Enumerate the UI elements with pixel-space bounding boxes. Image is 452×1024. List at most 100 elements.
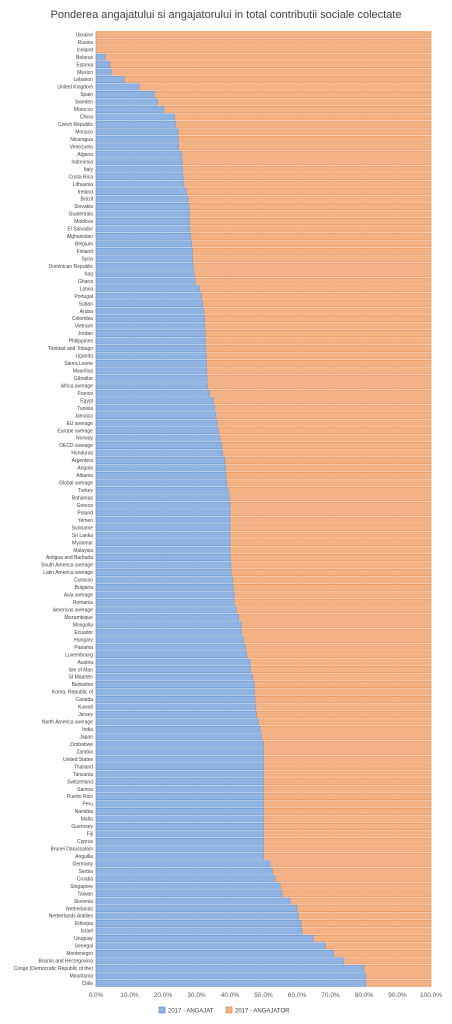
bar-employer	[365, 972, 432, 980]
category-label: North America average	[42, 720, 93, 726]
category-label: Bosnia and Herzegovina	[39, 959, 94, 965]
bar-employer	[258, 718, 432, 726]
category-label: Algeria	[77, 152, 93, 158]
bar-employee	[95, 165, 183, 173]
bar-employer	[157, 98, 432, 106]
bar-employee	[95, 457, 226, 464]
bar-employee	[95, 972, 366, 980]
bar-employee	[95, 837, 264, 845]
category-label: Suriname	[72, 525, 94, 531]
category-label: Slovenia	[74, 899, 93, 905]
bar-employee	[95, 479, 227, 487]
bar-employer	[222, 449, 432, 457]
bar-employer	[263, 785, 432, 793]
bar-employee	[95, 681, 255, 688]
bar-employer	[263, 830, 432, 838]
category-label: Iraq	[84, 271, 93, 277]
bar-employee	[95, 897, 291, 905]
bar-employer	[263, 755, 432, 763]
bar-employee	[95, 785, 264, 793]
bar-employer	[214, 404, 432, 412]
bar-employer	[252, 673, 432, 681]
category-label: Nicaragua	[70, 137, 93, 143]
category-label: Mauritania	[70, 973, 94, 979]
bar-employee	[95, 76, 125, 83]
bar-employer	[182, 165, 432, 173]
x-tick-label: 60.0%	[288, 992, 307, 999]
bar-employee	[95, 927, 303, 935]
bar-employer	[263, 763, 432, 771]
bar-employer	[202, 300, 432, 308]
bars	[95, 31, 432, 987]
bar-employer	[246, 651, 432, 659]
bar-employer	[205, 330, 432, 337]
legend-label-employee: 2017 - ANGAJAT	[168, 1009, 214, 1015]
category-label: Angola	[77, 466, 93, 472]
bar-employee	[95, 106, 164, 113]
bar-employer	[188, 203, 432, 210]
bar-employee	[95, 262, 194, 270]
category-label: EU average	[67, 421, 94, 427]
bar-employer	[229, 509, 432, 517]
bar-employee	[95, 277, 196, 285]
bar-employer	[191, 240, 432, 248]
bar-employer	[201, 292, 432, 300]
category-label: Panama	[74, 645, 93, 651]
bar-employee	[95, 210, 190, 218]
bar-employer	[365, 979, 432, 987]
bar-employee	[95, 576, 233, 584]
category-label: Israel	[81, 929, 93, 935]
bar-employer	[199, 285, 432, 293]
bar-employer	[263, 800, 432, 808]
bar-employee	[95, 823, 264, 830]
category-label: Finland	[77, 249, 94, 255]
bar-employee	[95, 486, 229, 494]
category-label: Albania	[76, 473, 93, 479]
bar-employer	[186, 188, 432, 195]
category-label: Mauritius	[73, 369, 94, 375]
bar-employer	[217, 419, 432, 427]
category-label: Korea, Republic of	[52, 690, 94, 696]
category-label: Aruba	[80, 309, 94, 315]
bar-employer	[232, 576, 432, 584]
bar-employer	[178, 143, 432, 151]
bar-employee	[95, 628, 242, 636]
bar-employer	[254, 688, 432, 696]
category-label: Global average	[59, 481, 93, 487]
bar-employer	[109, 61, 432, 69]
bar-employer	[233, 591, 432, 599]
bar-employee	[95, 710, 257, 718]
bar-employee	[95, 195, 189, 203]
bar-employee	[95, 419, 218, 427]
bar-employer	[225, 471, 432, 479]
bar-employee	[95, 905, 298, 912]
bar-employer	[234, 598, 432, 606]
bar-employee	[95, 935, 314, 942]
category-label: Egypt	[80, 398, 93, 404]
category-label: Gibraltar	[74, 376, 94, 382]
category-label: Uganda	[75, 354, 93, 360]
bar-employee	[95, 658, 251, 666]
bar-employer	[236, 606, 432, 614]
category-label: Puerto Rico	[67, 794, 93, 800]
category-label: India	[82, 727, 93, 733]
bar-employer	[219, 434, 432, 442]
bar-employer	[187, 195, 432, 203]
category-label: Portugal	[74, 294, 93, 300]
category-label: Dominican Republic	[49, 264, 94, 270]
bar-employer	[181, 150, 432, 158]
bar-employee	[95, 613, 239, 621]
category-label: Romania	[73, 600, 93, 606]
x-tick-label: 20.0%	[154, 992, 173, 999]
bar-employer	[261, 733, 432, 741]
bar-employer	[300, 920, 432, 927]
category-label: Europe average	[57, 428, 93, 434]
chart-title: Ponderea angajatului si angajatorului in…	[50, 9, 401, 21]
bar-employee	[95, 315, 205, 322]
category-label: United Kingdom	[57, 85, 93, 91]
bar-employer	[163, 106, 432, 113]
category-label: South America average	[41, 563, 93, 569]
bar-employee	[95, 845, 264, 853]
bar-employee	[95, 337, 206, 345]
